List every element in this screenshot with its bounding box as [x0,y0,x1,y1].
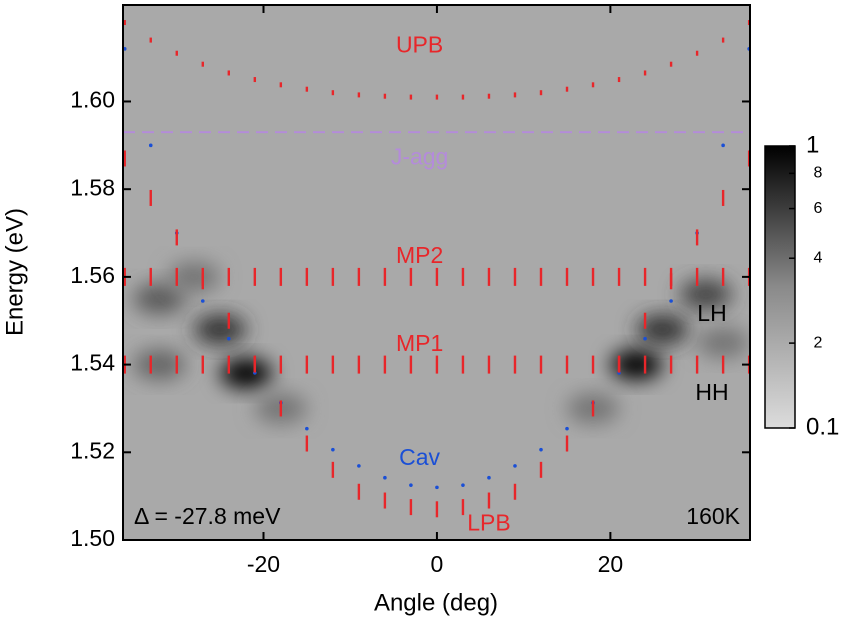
cav-point [227,336,231,341]
intensity-spot [194,314,247,345]
colorbar-tick-label: 2 [814,334,823,351]
colorbar-tick-label: 0.1 [806,413,839,440]
cav-point [487,475,491,480]
curves [123,20,750,518]
cav-point [539,447,543,452]
cav-point [200,299,205,303]
cav-point [357,464,361,468]
heatmap [133,261,750,424]
cav-point [513,464,517,468]
series-label: LPB [467,510,510,536]
intensity-spot [679,279,732,310]
colorbar [764,145,796,429]
cav-point [435,485,439,490]
cav-point [721,143,725,148]
colorbar-tick-label: 6 [814,200,823,217]
cav-point [461,483,465,487]
intensity-spot [133,349,186,380]
x-axis-label: Angle (deg) [374,589,498,616]
cav-point [148,143,153,148]
cav-point [409,483,413,487]
intensity-spot [636,314,689,345]
cav-point [643,336,647,341]
y-tick-label: 1.56 [70,262,115,288]
reference-label: J-agg [391,143,449,169]
y-axis-label: Energy (eV) [1,208,28,336]
intensity-spot [610,349,663,380]
cav-point [669,299,673,303]
intensity-spot [168,261,221,292]
colorbar-tick-label: 1 [806,131,819,158]
colorbar-tick-label: 4 [814,249,823,266]
y-tick-label: 1.60 [70,87,115,113]
colorbar-tick-label: 8 [814,165,823,182]
intensity-spot [133,283,186,314]
x-tick-label: -20 [247,551,280,577]
intensity-spot [220,358,273,389]
y-tick-label: 1.52 [70,437,115,463]
x-tick-label: 0 [431,551,444,577]
y-tick-label: 1.58 [70,174,115,200]
x-tick-label: 20 [598,551,624,577]
y-tick-label: 1.50 [70,525,115,551]
intensity-spot [697,327,750,358]
series-label: MP2 [396,242,443,268]
annotation: HH [695,379,728,405]
annotation: 160K [686,503,740,529]
series-label: Cav [399,444,440,470]
cav-point [565,426,569,431]
cav-point [383,475,387,480]
cav-point [331,447,335,452]
annotation: Δ = -27.8 meV [134,503,281,529]
cav-point [305,426,309,431]
y-tick-label: 1.54 [70,350,115,376]
annotation: LH [697,300,726,326]
series-label: MP1 [396,330,443,356]
series-label: UPB [396,32,443,58]
